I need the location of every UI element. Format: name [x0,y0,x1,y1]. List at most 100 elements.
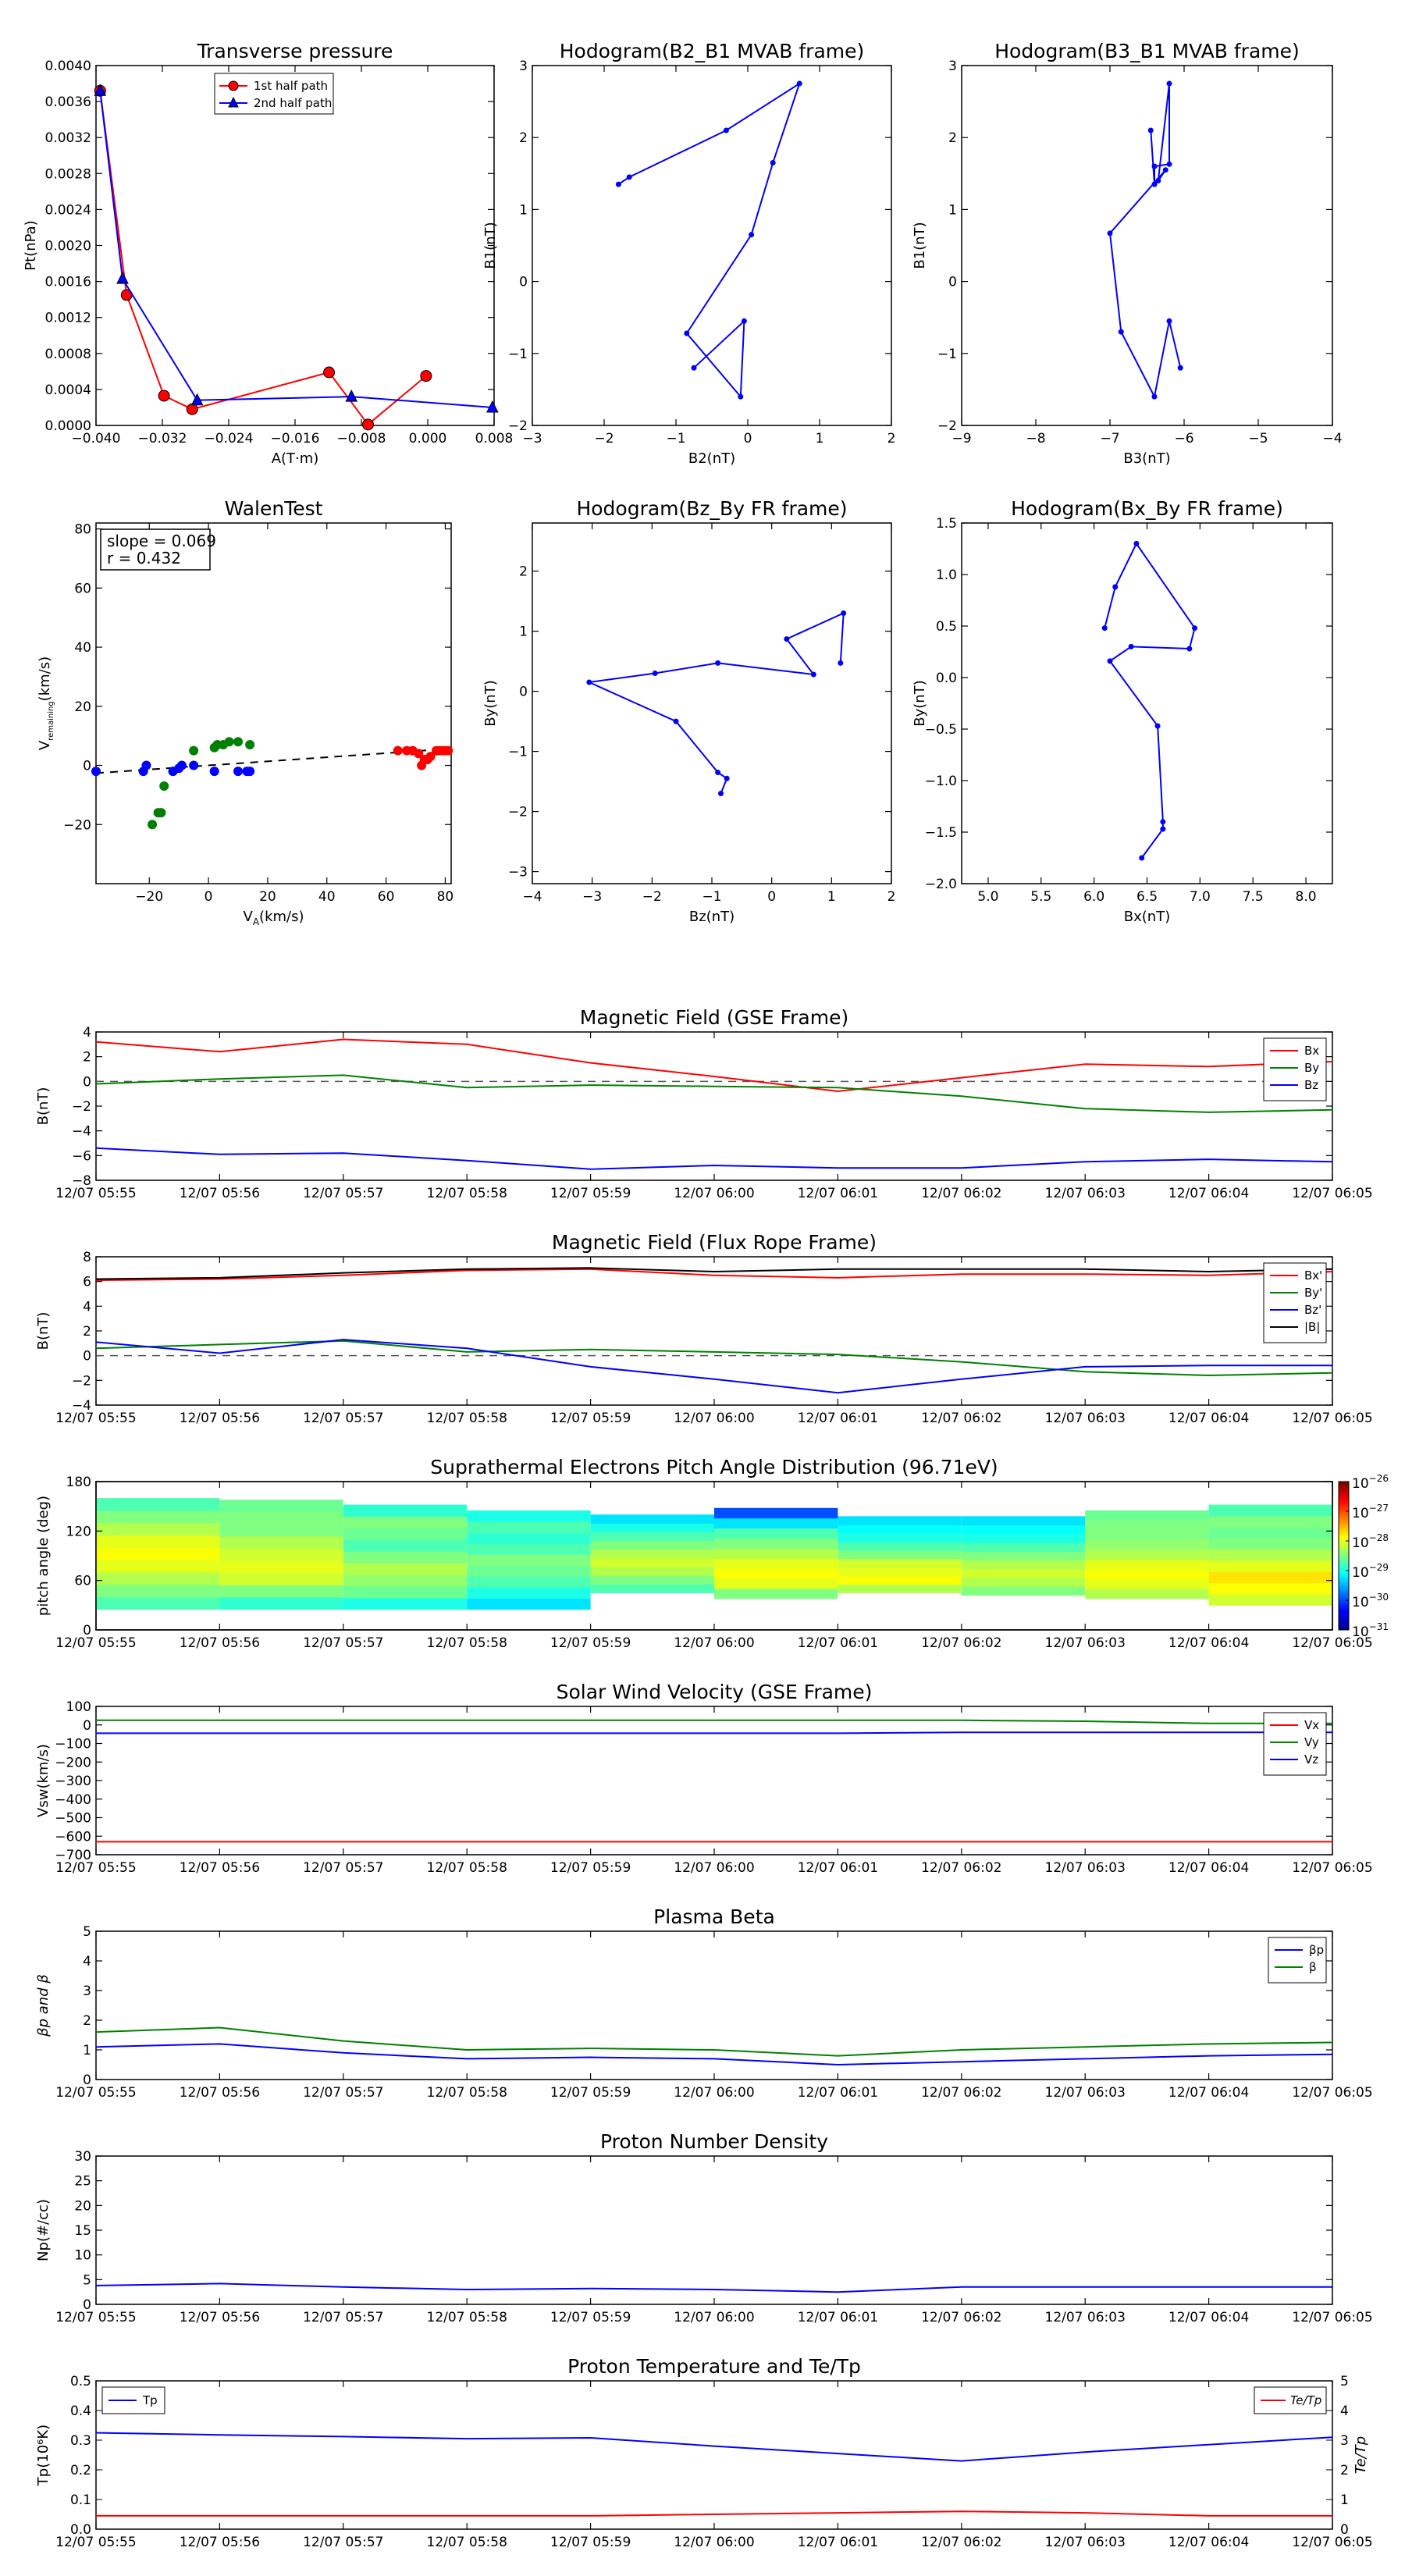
pad-heatmap-cell [714,1568,838,1579]
walen-ytick-label: −20 [63,817,91,833]
pad-xtick-label: 12/07 05:57 [303,1635,383,1651]
mag_fr-xtick-label: 12/07 05:56 [180,1411,260,1426]
pad-heatmap-cell [1208,1571,1332,1584]
pad-colorbar-segment [1339,1597,1349,1601]
hodo_bxby-xtick-label: 5.5 [1030,889,1051,905]
pad-heatmap-cell [1208,1549,1332,1561]
walen-xtick-label: 0 [205,889,213,905]
beta-legend-label: βp [1309,1943,1324,1957]
beta-xtick-label: 12/07 05:55 [55,2085,136,2101]
mag_fr-series-line-|B| [95,1267,1333,1280]
transverse-point [420,370,432,382]
pad-heatmap-cell [714,1528,838,1539]
pad-colorbar-segment [1339,1571,1349,1574]
transverse-ytick-label: 0.0040 [45,59,91,74]
pad-colorbar-label: 10−29 [1352,1562,1389,1581]
hodo_b2b1-point [723,127,729,133]
pad-heatmap-cell [961,1568,1086,1578]
hodo_bxby-xtick-label: 7.5 [1243,889,1264,905]
hodo_b3b1-point [1151,181,1158,187]
pad-heatmap-cell [961,1578,1086,1587]
mag_fr-ytick-label: 6 [83,1275,91,1290]
pad-heatmap-cell [1208,1560,1332,1572]
pad-ytick-label: 180 [66,1475,91,1490]
hodo_bzby-ytick-label: −2 [508,805,528,820]
pad-colorbar-segment [1339,1550,1349,1554]
pad-colorbar-segment [1339,1543,1349,1546]
hodo_b2b1-xtick-label: −1 [666,431,685,447]
np-ytick-label: 0 [83,2297,91,2313]
walen-point [393,745,403,756]
hodo_b3b1-ytick-label: 2 [948,130,957,146]
hodo_b2b1-trajectory-line [617,81,802,399]
pad-colorbar-segment [1339,1627,1349,1631]
tp-xtick-label: 12/07 05:59 [550,2535,631,2550]
hodo_bxby-point [1160,819,1166,825]
transverse-xtick-label: −0.016 [271,431,320,447]
hodo_b2b1-point [691,365,697,371]
transverse-xtick-label: −0.032 [138,431,187,447]
hodo_b3b1-point [1155,178,1161,184]
transverse-ytick-label: 0.0024 [45,202,91,218]
transverse-xtick-label: −0.040 [72,431,121,447]
np-xtick-label: 12/07 05:59 [550,2310,631,2325]
vsw-panel: Solar Wind Velocity (GSE Frame) −700 −600 −… [35,1681,1373,1876]
pad-heatmap-cell [96,1535,220,1548]
pad-colorbar-segment [1339,1556,1349,1559]
beta-xtick-label: 12/07 05:56 [180,2085,260,2101]
pad-heatmap-cell [467,1576,591,1588]
np-series-line-Np [95,2282,1332,2293]
vsw-series-line-Vz [96,1731,1332,1735]
mag_fr-xtick-label: 12/07 05:55 [55,1411,136,1426]
mag_fr-series-line-Bz' [95,1339,1332,1394]
pad-colorbar-segment [1339,1573,1349,1576]
mag_fr-series-line-By' [95,1340,1333,1377]
hodo_b3b1-point [1107,230,1113,237]
mag_gse-xtick-label: 12/07 06:02 [921,1186,1001,1201]
pad-xtick-label: 12/07 06:03 [1045,1635,1126,1651]
pad-xtick-label: 12/07 06:01 [798,1635,878,1651]
pad-heatmap-cell [96,1572,220,1585]
np-xtick-label: 12/07 05:57 [303,2310,383,2325]
pad-colorbar-segment [1339,1535,1349,1539]
pad-heatmap-cell [219,1511,343,1525]
pad-colorbar-segment [1339,1600,1349,1603]
pad-colorbar-segment [1339,1516,1349,1519]
tp-panel: Proton Temperature and Te/Tp 0.0 0.1 0.2 0.3… [35,2355,1373,2550]
hodo_bxby-xtick-label: 5.0 [977,889,998,905]
mag_fr-xtick-label: 12/07 05:58 [427,1411,507,1426]
hodo_b2b1-xlabel: B2(nT) [688,450,735,467]
tp-ytick-right-label: 2 [1340,2463,1349,2478]
pad-heatmap-cell [467,1532,591,1544]
transverse-ytick-label: 0.0012 [45,311,91,326]
transverse-xtick-label: 0.000 [409,431,447,447]
pad-colorbar-segment [1339,1622,1349,1626]
pad-colorbar-segment [1339,1506,1349,1510]
beta-xtick-label: 12/07 05:59 [550,2085,631,2101]
hodo_bxby-title: Hodogram(Bx_By FR frame) [1011,497,1283,520]
pad-colorbar-segment [1339,1553,1349,1557]
hodo_bxby-point [1107,658,1113,664]
mag_gse-series-line-By [95,1074,1333,1113]
pad-heatmap-cell [96,1498,220,1511]
hodo_b3b1-point [1151,163,1158,169]
hodo_bzby-xtick-label: 0 [767,889,776,905]
pad-colorbar-segment [1339,1541,1349,1544]
pad-heatmap-cell [96,1547,220,1560]
hodo_bxby-ytick-label: −2.0 [925,877,957,892]
np-ylabel: Np(#/cc) [35,2199,52,2261]
np-xtick-label: 12/07 05:56 [180,2310,260,2325]
hodo_b3b1-trajectory-line [1108,83,1182,400]
pad-heatmap-cell [467,1587,591,1599]
transverse-xlabel: A(T·m) [272,450,319,467]
transverse-xtick-label: 0.008 [475,431,514,447]
pad-heatmap-cell [219,1524,343,1537]
pad-heatmap-cell [714,1538,838,1549]
pad-xtick-label: 12/07 06:00 [674,1635,754,1651]
tp-ytick-label: 0.1 [70,2492,91,2508]
pad-colorbar-segment [1339,1567,1349,1571]
beta-xtick-label: 12/07 06:02 [921,2085,1001,2101]
hodo_b3b1-ytick-label: 1 [948,202,957,218]
transverse-ytick-label: 0.0004 [45,382,91,398]
pad-heatmap-cell [96,1596,220,1610]
